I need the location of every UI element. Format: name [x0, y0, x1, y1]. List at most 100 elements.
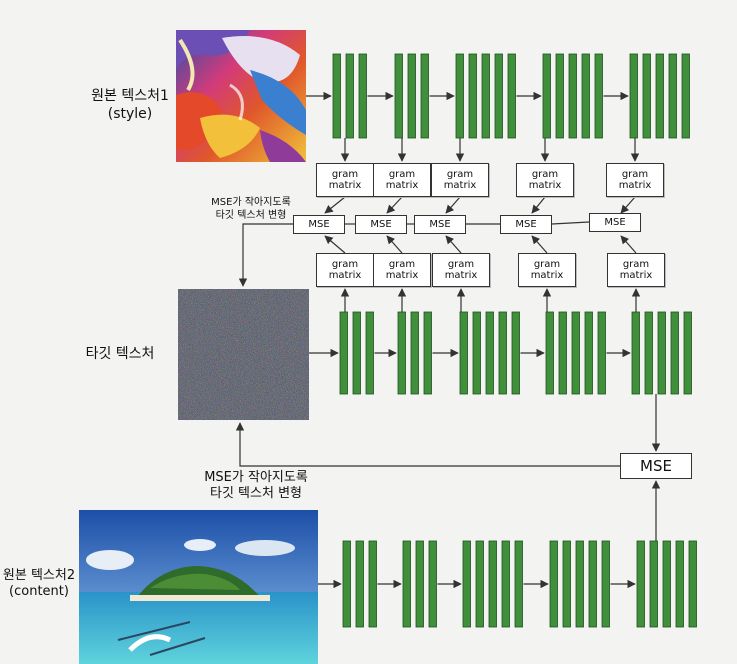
arrow-27: [386, 235, 403, 254]
style-note-label: MSE가 작아지도록 타깃 텍스처 변형: [211, 197, 291, 221]
style-layer-4-block-5: [594, 53, 603, 139]
target-layer-5-block-1: [631, 311, 640, 395]
content-layer-3-block-4: [501, 540, 510, 628]
style-layer-2-block-3: [420, 53, 429, 139]
style-layer-2-block-1: [394, 53, 403, 139]
target-label: 타깃 텍스처: [85, 346, 155, 362]
content-layer-1-block-2: [355, 540, 364, 628]
content-layer-5-block-2: [649, 540, 658, 628]
gram-matrix-style-3: gram matrix: [431, 163, 489, 197]
style-layer-5-block-2: [642, 53, 651, 139]
target-layer-1-block-1: [339, 311, 348, 395]
content-layer-4-block-1: [549, 540, 558, 628]
gram-matrix-target-2: gram matrix: [373, 253, 431, 287]
target-layer-2-block-2: [410, 311, 419, 395]
gram-matrix-style-4: gram matrix: [516, 163, 574, 197]
content-layer-4-block-3: [575, 540, 584, 628]
style-layer-3-block-1: [455, 53, 464, 139]
content-layer-4-block-5: [601, 540, 610, 628]
content-layer-2-block-1: [402, 540, 411, 628]
target-layer-4-block-4: [584, 311, 593, 395]
style-layer-1-block-2: [345, 53, 354, 139]
connection-arrows: [235, 91, 661, 589]
gram-matrix-style-2: gram matrix: [373, 163, 431, 197]
style-source-label: 원본 텍스처1 (style): [91, 88, 169, 122]
style-layer-3-block-3: [481, 53, 490, 139]
style-layer-1-block-3: [358, 53, 367, 139]
arrow-22: [386, 196, 403, 214]
mse-box-2: MSE: [355, 215, 407, 234]
style-layer-5-block-5: [681, 53, 690, 139]
content-layer-3-block-5: [514, 540, 523, 628]
target-layer-2-block-3: [423, 311, 432, 395]
arrow-21: [324, 196, 346, 214]
style-layer-4-block-1: [542, 53, 551, 139]
style-layer-4-block-2: [555, 53, 564, 139]
style-layer-3-block-4: [494, 53, 503, 139]
style-source-image: [176, 30, 306, 162]
target-network: [339, 311, 692, 395]
arrow-25: [620, 196, 636, 214]
gram-matrix-target-5: gram matrix: [607, 253, 665, 287]
gram-matrix-target-3: gram matrix: [432, 253, 490, 287]
content-layer-4-block-2: [562, 540, 571, 628]
content-layer-4-block-4: [588, 540, 597, 628]
content-mse-box: MSE: [620, 453, 692, 479]
style-layer-3-block-5: [507, 53, 516, 139]
target-layer-4-block-5: [597, 311, 606, 395]
content-layer-1-block-3: [368, 540, 377, 628]
arrow-30: [620, 235, 637, 254]
style-layer-4-block-3: [568, 53, 577, 139]
content-layer-2-block-2: [415, 540, 424, 628]
target-layer-3-block-4: [498, 311, 507, 395]
content-layer-1-block-1: [342, 540, 351, 628]
target-layer-4-block-1: [545, 311, 554, 395]
content-source-image: [79, 510, 318, 664]
mse-box-5: MSE: [589, 213, 641, 232]
style-layer-4-block-4: [581, 53, 590, 139]
style-network: [332, 53, 690, 139]
gram-matrix-style-1: gram matrix: [316, 163, 374, 197]
arrow-43: [235, 422, 620, 467]
target-layer-5-block-5: [683, 311, 692, 395]
target-layer-1-block-2: [352, 311, 361, 395]
gram-matrix-target-4: gram matrix: [518, 253, 576, 287]
mse-box-4: MSE: [500, 215, 552, 234]
target-texture-image: [178, 289, 309, 420]
arrow-26: [324, 235, 346, 254]
style-layer-3-block-2: [468, 53, 477, 139]
style-layer-5-block-1: [629, 53, 638, 139]
mse-box-1: MSE: [293, 215, 345, 234]
style-layer-1-block-1: [332, 53, 341, 139]
arrow-40: [238, 223, 293, 287]
style-layer-5-block-4: [668, 53, 677, 139]
content-network: [342, 540, 697, 628]
style-layer-2-block-2: [407, 53, 416, 139]
mse-box-3: MSE: [414, 215, 466, 234]
content-layer-5-block-3: [662, 540, 671, 628]
gram-matrix-style-5: gram matrix: [606, 163, 664, 197]
arrow-28: [445, 235, 462, 254]
target-layer-4-block-2: [558, 311, 567, 395]
arrow-23: [445, 196, 461, 214]
target-layer-3-block-5: [511, 311, 520, 395]
target-layer-5-block-2: [644, 311, 653, 395]
content-source-label: 원본 텍스처2 (content): [2, 568, 76, 600]
content-layer-3-block-3: [488, 540, 497, 628]
content-layer-5-block-5: [688, 540, 697, 628]
target-layer-3-block-3: [485, 311, 494, 395]
target-layer-5-block-3: [657, 311, 666, 395]
arrow-39: [551, 221, 590, 225]
target-layer-1-block-3: [365, 311, 374, 395]
content-layer-5-block-4: [675, 540, 684, 628]
content-layer-2-block-3: [428, 540, 437, 628]
content-note-label: MSE가 작아지도록 타깃 텍스처 변형: [204, 470, 308, 502]
target-layer-4-block-3: [571, 311, 580, 395]
arrow-24: [531, 196, 546, 214]
style-layer-5-block-3: [655, 53, 664, 139]
target-layer-2-block-1: [397, 311, 406, 395]
target-layer-3-block-1: [459, 311, 468, 395]
target-layer-5-block-4: [670, 311, 679, 395]
arrow-29: [531, 235, 548, 254]
